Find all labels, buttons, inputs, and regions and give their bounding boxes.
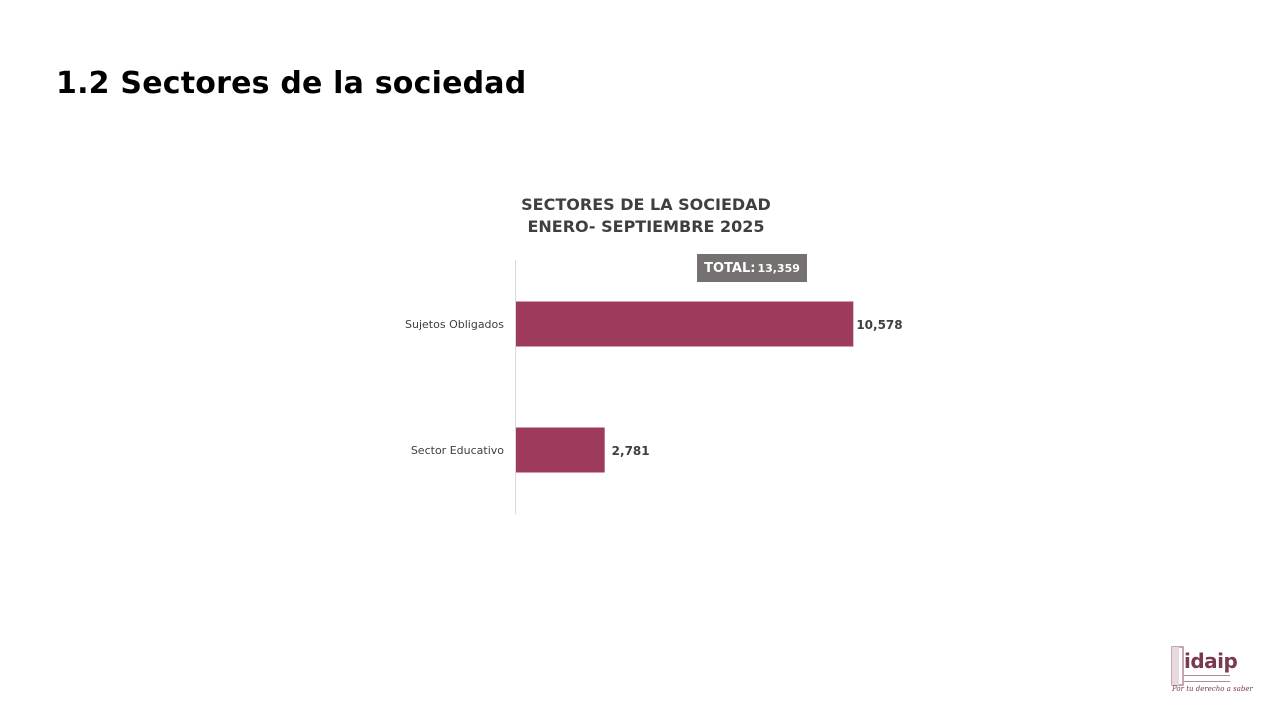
total-label: TOTAL: bbox=[704, 260, 756, 276]
logo-slogan: Por tu derecho a saber bbox=[1172, 685, 1253, 693]
door-icon bbox=[1171, 646, 1184, 686]
logo-divider bbox=[1184, 675, 1230, 682]
data-label-0: 10,578 bbox=[856, 318, 902, 332]
chart-title: SECTORES DE LA SOCIEDAD ENERO- SEPTIEMBR… bbox=[446, 194, 846, 238]
logo-wordmark: idaip bbox=[1184, 649, 1238, 673]
category-label-1: Sector Educativo bbox=[411, 444, 504, 457]
idaip-logo: idaip Por tu derecho a saber bbox=[1170, 645, 1253, 705]
chart-title-line-1: SECTORES DE LA SOCIEDAD bbox=[521, 195, 771, 214]
category-label-0: Sujetos Obligados bbox=[405, 318, 504, 331]
total-value: 13,359 bbox=[757, 261, 800, 275]
chart-title-line-2: ENERO- SEPTIEMBRE 2025 bbox=[527, 217, 765, 236]
total-badge: TOTAL: 13,359 bbox=[697, 254, 807, 282]
bar-0 bbox=[516, 301, 854, 347]
data-label-1: 2,781 bbox=[612, 444, 650, 458]
page-title: 1.2 Sectores de la sociedad bbox=[56, 66, 527, 101]
bar-1 bbox=[516, 427, 605, 473]
